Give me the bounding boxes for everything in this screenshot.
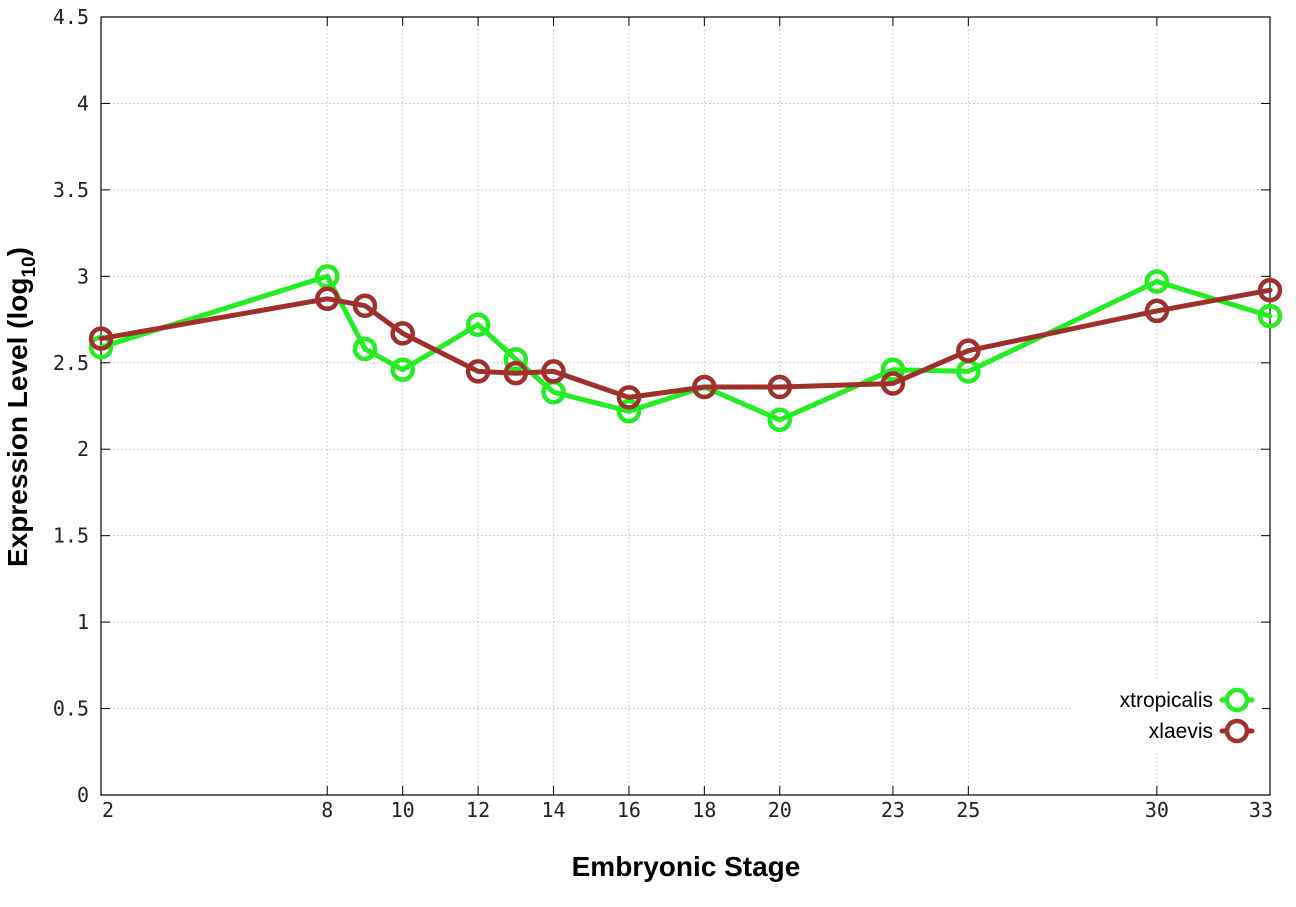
x-tick-label: 25 <box>956 798 980 822</box>
data-point-xlaevis <box>616 385 642 410</box>
series-layer <box>88 264 1283 433</box>
x-tick-label: 33 <box>1249 798 1273 822</box>
y-axis-title: Expression Level (log10) <box>2 247 40 567</box>
x-tick-label: 18 <box>692 798 716 822</box>
legend-marker-xtropicalis <box>1224 687 1250 713</box>
data-point-xlaevis <box>1257 277 1283 303</box>
data-point-xtropicalis <box>503 347 529 372</box>
x-tick-label: 30 <box>1145 798 1169 822</box>
legend-label-xlaevis: xlaevis <box>1149 720 1213 743</box>
data-point-xtropicalis <box>352 336 378 362</box>
axis-ticks: 0 0.5 1 1.5 2 2.5 3 3.5 4 4.5 2 8 10 12 14 16 18 20 23 25 30… <box>53 5 1273 822</box>
data-point-xlaevis <box>352 293 378 318</box>
data-point-xtropicalis <box>616 398 642 424</box>
x-tick-label: 10 <box>391 798 415 822</box>
y-tick-label: 4 <box>77 91 89 115</box>
data-point-xlaevis <box>541 359 566 384</box>
data-point-xlaevis <box>390 321 415 346</box>
y-tick-label: 1 <box>77 610 89 634</box>
data-point-xtropicalis <box>1144 269 1170 294</box>
series-xlaevis <box>88 277 1283 410</box>
y-tick-label: 2 <box>77 437 89 461</box>
data-point-xlaevis <box>503 360 529 386</box>
x-tick-label: 16 <box>617 798 641 822</box>
y-axis-title-suffix: ) <box>2 247 33 256</box>
y-axis-title-subscript: 10 <box>19 256 40 277</box>
grid-lines <box>101 17 1270 795</box>
y-axis-title-main: Expression Level (log <box>2 278 33 567</box>
series-xtropicalis <box>88 264 1283 433</box>
x-tick-label: 2 <box>102 798 114 822</box>
plot-frame <box>100 16 1271 796</box>
data-point-xlaevis <box>767 374 793 400</box>
data-point-xtropicalis <box>880 357 906 382</box>
y-tick-label: 3.5 <box>53 178 89 202</box>
data-point-xlaevis <box>88 326 114 351</box>
y-tick-label: 0.5 <box>53 697 89 721</box>
y-tick-label: 2.5 <box>53 351 89 375</box>
y-tick-label: 3 <box>77 264 89 288</box>
legend-marker-xlaevis <box>1224 718 1250 744</box>
x-tick-label: 20 <box>768 798 792 822</box>
data-point-xtropicalis <box>315 264 340 289</box>
data-point-xlaevis <box>692 374 717 400</box>
data-point-xlaevis <box>1144 298 1170 324</box>
x-tick-label: 12 <box>466 798 490 822</box>
x-tick-label: 8 <box>321 798 333 822</box>
data-point-xlaevis <box>465 359 491 384</box>
data-point-xlaevis <box>956 338 981 363</box>
y-tick-label: 4.5 <box>53 5 89 29</box>
y-tick-label: 0 <box>77 783 89 807</box>
x-tick-label: 23 <box>881 798 905 822</box>
data-point-xtropicalis <box>767 407 793 433</box>
legend: xtropicalis xlaevis <box>1072 680 1262 752</box>
data-point-xtropicalis <box>465 312 491 337</box>
data-point-xlaevis <box>880 371 906 396</box>
data-point-xlaevis <box>315 286 340 312</box>
y-tick-label: 1.5 <box>53 524 89 548</box>
series-line-xlaevis <box>98 287 1273 400</box>
data-point-xtropicalis <box>1257 303 1283 329</box>
x-axis-title: Embryonic Stage <box>572 851 801 882</box>
x-tick-label: 14 <box>541 798 565 822</box>
series-line-xtropicalis <box>98 273 1273 423</box>
data-point-xtropicalis <box>390 357 415 382</box>
legend-label-xtropicalis: xtropicalis <box>1120 689 1213 712</box>
